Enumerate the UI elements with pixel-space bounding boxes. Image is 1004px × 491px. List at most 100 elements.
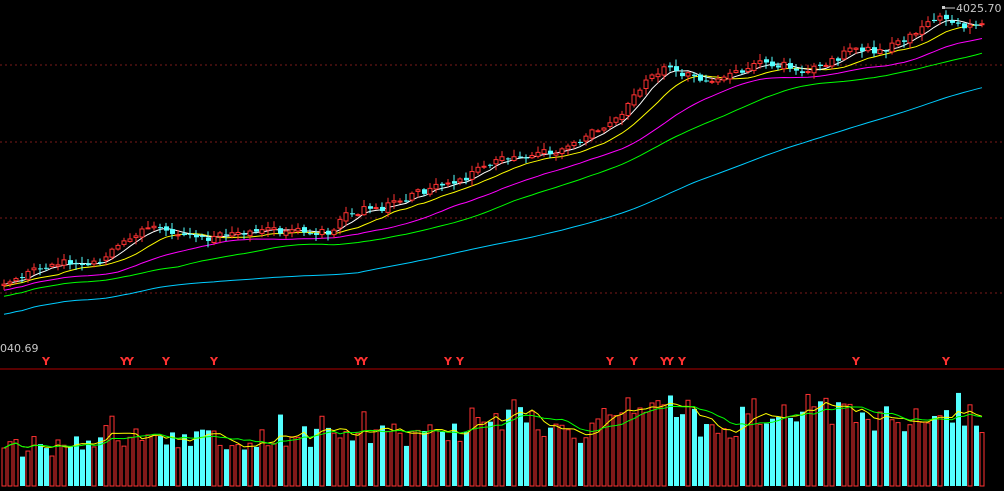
volume-bar <box>433 429 439 487</box>
candle <box>829 55 835 70</box>
volume-bar <box>80 449 85 486</box>
price-gridlines <box>0 64 1004 294</box>
candle <box>781 57 787 73</box>
volume-bar <box>860 412 865 486</box>
candle-body <box>194 234 199 238</box>
candle <box>343 206 349 227</box>
candle-body <box>674 66 679 71</box>
volume-bar <box>680 414 685 486</box>
candle <box>361 199 367 216</box>
candle-body <box>685 72 691 77</box>
candle-body <box>295 227 301 232</box>
candle <box>823 62 829 68</box>
candle-body <box>68 260 73 265</box>
candle-body <box>464 177 469 181</box>
candle <box>506 157 511 165</box>
volume-bar <box>259 429 265 487</box>
candle-body <box>745 68 751 72</box>
volume-bar <box>7 441 13 487</box>
volume-bar <box>404 445 409 486</box>
candle <box>919 20 925 42</box>
candlestick-series <box>1 10 985 290</box>
candle <box>38 264 43 276</box>
volume-bar <box>565 429 571 487</box>
volume-bar <box>49 455 55 487</box>
candle-body <box>872 47 877 54</box>
candle-body <box>380 206 385 212</box>
candle-body <box>422 189 427 194</box>
candle <box>944 10 949 26</box>
candle-body <box>74 263 79 265</box>
candle <box>680 69 685 80</box>
volume-bar <box>224 449 229 486</box>
volume-bar <box>98 437 103 486</box>
candle <box>469 165 475 187</box>
candle-body <box>151 225 157 229</box>
candle <box>518 151 523 159</box>
volume-bar <box>740 406 745 486</box>
volume-bar <box>529 410 535 487</box>
volume-bar <box>836 402 841 486</box>
candle <box>913 32 919 38</box>
candle-body <box>397 200 403 203</box>
candle <box>44 263 49 272</box>
candle <box>80 256 85 271</box>
candle <box>415 188 421 198</box>
candle-body <box>13 278 19 282</box>
volume-bar <box>397 432 403 487</box>
candle <box>607 116 613 130</box>
candle <box>541 142 547 157</box>
volume-bar <box>811 406 817 487</box>
volume-bar <box>619 412 625 487</box>
signal-marker: Y <box>851 355 861 368</box>
volume-bar <box>841 403 847 487</box>
candle-body <box>121 240 127 245</box>
volume-bar <box>217 444 223 487</box>
volume-bar <box>343 431 349 487</box>
volume-bar <box>385 430 391 487</box>
candle-body <box>49 263 55 267</box>
candle <box>776 62 781 71</box>
candle <box>967 19 973 35</box>
candle <box>200 233 205 241</box>
volume-bar <box>74 436 79 486</box>
volume-bar <box>368 443 373 486</box>
candle-body <box>751 63 757 71</box>
candle-body <box>170 229 175 234</box>
candle-body <box>314 233 319 235</box>
volume-bar <box>278 414 283 486</box>
volume-bar <box>391 423 397 487</box>
candle-body <box>548 150 553 155</box>
candle-body <box>757 60 763 65</box>
candle <box>979 19 985 28</box>
candle-body <box>583 135 589 142</box>
volume-bar <box>68 446 73 486</box>
candle <box>475 162 481 175</box>
candle <box>61 253 67 269</box>
candle <box>457 177 463 186</box>
volume-bar <box>668 395 673 486</box>
candle-body <box>308 233 313 235</box>
candle-body <box>175 234 181 237</box>
volume-bar <box>674 417 679 486</box>
candle-body <box>805 71 811 74</box>
volume-bar <box>427 424 433 487</box>
candle-body <box>709 80 715 83</box>
candle <box>404 194 409 203</box>
volume-bar <box>440 431 445 486</box>
volume-bar <box>20 456 25 486</box>
candle <box>139 226 145 243</box>
candle-body <box>235 231 241 235</box>
candle-body <box>271 227 277 230</box>
volume-bar <box>127 436 133 487</box>
candle <box>619 110 625 126</box>
volume-bar <box>800 411 805 486</box>
candle-body <box>25 270 31 280</box>
candle-body <box>518 156 523 158</box>
candle <box>655 68 661 83</box>
volume-bar <box>151 434 157 487</box>
candle-body <box>469 170 475 180</box>
candle <box>794 64 799 75</box>
volume-bar <box>55 439 61 487</box>
volume-bar <box>913 408 919 487</box>
